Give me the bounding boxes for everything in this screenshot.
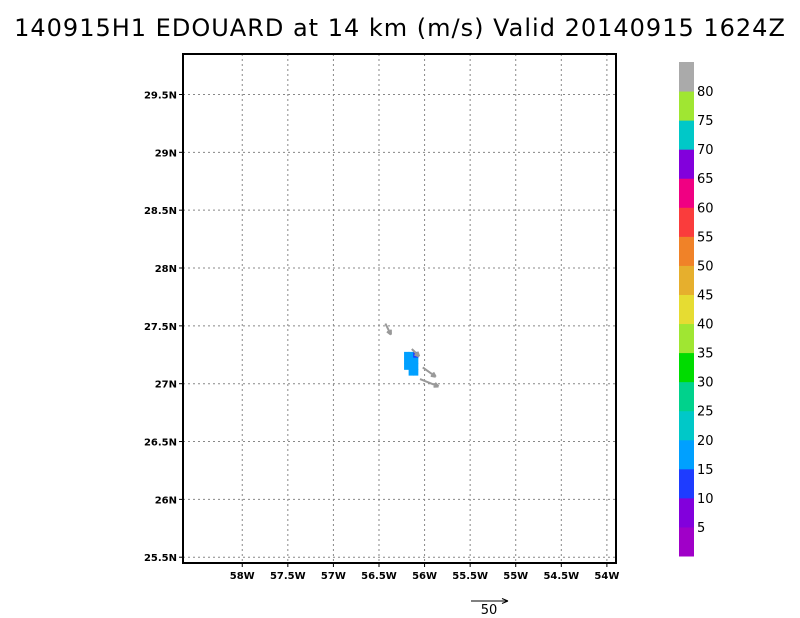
wind-cell xyxy=(413,363,419,370)
colorbar-label: 15 xyxy=(697,463,714,478)
colorbar-swatch xyxy=(679,294,694,325)
lon-tick-label: 54.5W xyxy=(543,571,579,582)
colorbar-label: 75 xyxy=(697,114,714,129)
colorbar-label: 35 xyxy=(697,347,714,362)
colorbar-label: 25 xyxy=(697,405,714,420)
reference-vector: 50 xyxy=(471,598,509,618)
colorbar-swatch xyxy=(679,323,694,354)
lat-tick-label: 27.5N xyxy=(144,322,177,333)
colorbar-label: 40 xyxy=(697,318,714,333)
colorbar-label: 70 xyxy=(697,143,714,158)
colorbar-label: 45 xyxy=(697,288,714,303)
wind-cell xyxy=(413,357,419,365)
wind-cell xyxy=(413,369,419,376)
colorbar-swatch xyxy=(679,62,694,92)
colorbar-swatch xyxy=(679,149,694,179)
colorbar-swatch xyxy=(679,410,694,441)
axis-ticks: 58W 57.5W 57W 56.5W 56W 55.5W 55W 54.5W 54W 25.5N… xyxy=(144,90,619,582)
colorbar-label: 20 xyxy=(697,434,714,449)
reference-vector-arrowhead xyxy=(501,598,509,604)
reference-vector-label: 50 xyxy=(481,603,498,618)
colorbar: 5 10 15 20 25 30 35 40 45 50 55 60 65 70 75 80 xyxy=(679,62,714,557)
colorbar-label: 10 xyxy=(697,492,714,507)
wind-vector xyxy=(384,323,392,336)
wind-vector xyxy=(422,366,437,378)
lat-tick-label: 25.5N xyxy=(144,553,177,564)
colorbar-swatch xyxy=(679,381,694,412)
lat-tick-label: 27N xyxy=(155,380,177,391)
colorbar-swatch xyxy=(679,236,694,266)
colorbar-label: 5 xyxy=(697,521,705,536)
wind-cell xyxy=(408,363,414,370)
wind-cell xyxy=(408,357,414,365)
wind-vector xyxy=(411,348,421,358)
lon-tick-label: 56.5W xyxy=(361,571,397,582)
colorbar-swatch xyxy=(679,526,694,557)
lon-tick-label: 54W xyxy=(594,571,619,582)
wind-cell xyxy=(404,351,410,359)
wind-cell xyxy=(404,357,410,365)
colorbar-swatch xyxy=(679,120,694,150)
colorbar-label: 55 xyxy=(697,230,714,245)
wind-cell xyxy=(408,369,414,376)
wind-vectors xyxy=(384,323,440,388)
lat-tick-label: 28.5N xyxy=(144,206,177,217)
wind-cell xyxy=(404,363,410,370)
wind-cell xyxy=(408,351,414,359)
lon-tick-label: 57.5W xyxy=(270,571,306,582)
colorbar-label: 65 xyxy=(697,172,714,187)
lat-tick-label: 26.5N xyxy=(144,438,177,449)
colorbar-label: 30 xyxy=(697,376,714,391)
map-frame xyxy=(182,53,617,564)
colorbar-swatch xyxy=(679,352,694,383)
lat-tick-label: 28N xyxy=(155,264,177,275)
lat-tick-label: 29N xyxy=(155,148,177,159)
colorbar-swatch xyxy=(679,178,694,208)
colorbar-label: 60 xyxy=(697,201,714,216)
colorbar-swatch xyxy=(679,207,694,237)
wind-vector xyxy=(419,378,440,388)
colorbar-label: 80 xyxy=(697,85,714,100)
lat-tick-label: 29.5N xyxy=(144,90,177,101)
lon-tick-label: 55W xyxy=(503,571,528,582)
chart-title: 140915H1 EDOUARD at 14 km (m/s) Valid 20… xyxy=(14,14,786,42)
lon-tick-label: 58W xyxy=(230,571,255,582)
colorbar-swatch xyxy=(679,497,694,528)
lon-tick-label: 55.5W xyxy=(452,571,488,582)
colorbar-swatch xyxy=(679,468,694,499)
colorbar-swatch xyxy=(679,439,694,470)
map-grid xyxy=(183,54,616,563)
lon-tick-label: 57W xyxy=(321,571,346,582)
lat-tick-label: 26N xyxy=(155,495,177,506)
lon-tick-label: 56W xyxy=(412,571,437,582)
colorbar-swatch xyxy=(679,265,694,295)
colorbar-swatch xyxy=(679,91,694,121)
colorbar-label: 50 xyxy=(697,259,714,274)
